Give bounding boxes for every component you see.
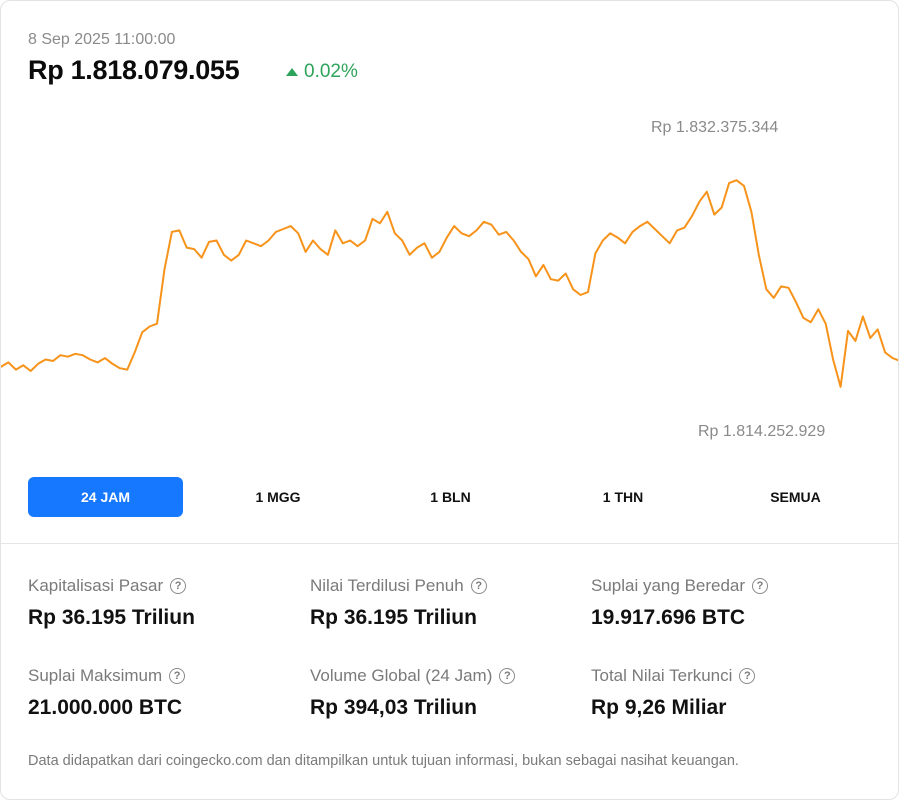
help-icon[interactable]: ? [752,578,769,594]
price-change: 0.02% [286,61,358,83]
tab-1-thn[interactable]: 1 THN [602,489,644,505]
help-icon[interactable]: ? [499,668,516,684]
current-price: Rp 1.818.079.055 [28,55,240,85]
stat-label: Suplai Maksimum [28,666,163,685]
stat-label: Nilai Terdilusi Penuh [310,576,464,595]
stat-label: Kapitalisasi Pasar [28,576,164,595]
section-divider [1,543,898,544]
price-change-percent: 0.02% [304,61,358,82]
data-disclaimer: Data didapatkan dari coingecko.com dan d… [28,753,739,769]
help-icon[interactable]: ? [170,578,187,594]
stat-value: Rp 36.195 Triliun [310,606,477,629]
stat-label: Total Nilai Terkunci [591,666,733,685]
help-icon[interactable]: ? [739,668,756,684]
stat-fully-diluted: Nilai Terdilusi Penuh? Rp 36.195 Triliun [310,576,580,630]
chart-high-label: Rp 1.832.375.344 [651,119,779,136]
tab-1-mgg[interactable]: 1 MGG [255,489,301,505]
help-icon[interactable]: ? [470,578,487,594]
stat-value: Rp 9,26 Miliar [591,696,727,719]
stat-market-cap: Kapitalisasi Pasar? Rp 36.195 Triliun [28,576,298,630]
help-icon[interactable]: ? [169,668,186,684]
timeframe-tabs: 24 JAM 1 MGG 1 BLN 1 THN SEMUA [28,477,873,517]
chart-low-label: Rp 1.814.252.929 [698,423,826,440]
stat-label: Suplai yang Beredar [591,576,746,595]
stat-global-volume: Volume Global (24 Jam)? Rp 394,03 Triliu… [310,666,580,720]
stat-value: 19.917.696 BTC [591,606,746,629]
stat-total-value-locked: Total Nilai Terkunci? Rp 9,26 Miliar [591,666,861,720]
stat-value: Rp 394,03 Triliun [310,696,477,719]
stat-value: 21.000.000 BTC [28,696,183,719]
stat-label: Volume Global (24 Jam) [310,666,493,685]
stat-max-supply: Suplai Maksimum? 21.000.000 BTC [28,666,298,720]
stat-circulating-supply: Suplai yang Beredar? 19.917.696 BTC [591,576,861,630]
price-series-line [1,179,898,388]
price-line-chart[interactable] [1,111,899,451]
price-timestamp: 8 Sep 2025 11:00:00 [28,31,176,48]
triangle-up-icon [286,68,298,76]
tab-24-jam[interactable]: 24 JAM [28,477,183,517]
tab-semua[interactable]: SEMUA [770,489,821,505]
stat-value: Rp 36.195 Triliun [28,606,195,629]
tab-1-bln[interactable]: 1 BLN [430,489,471,505]
